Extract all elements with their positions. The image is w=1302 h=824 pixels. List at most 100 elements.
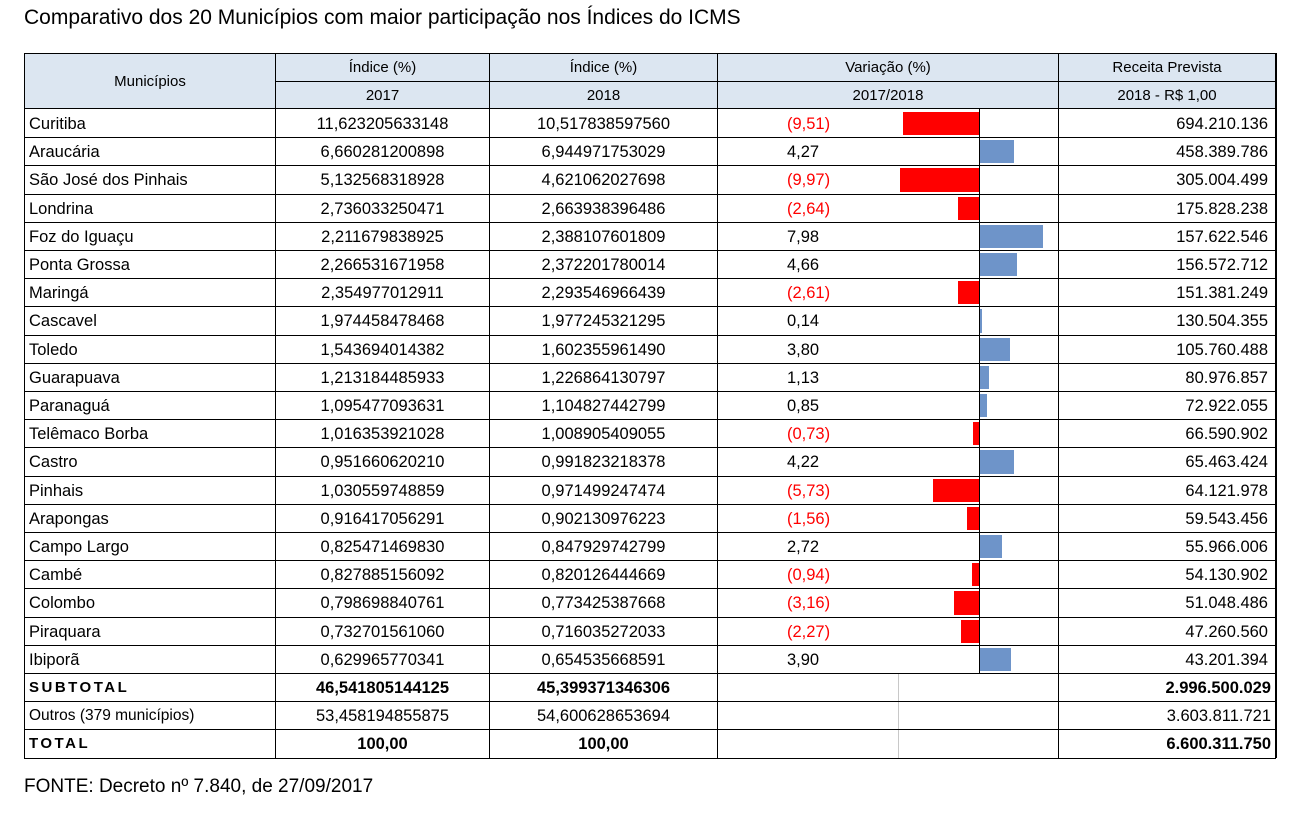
variation-value: 4,66 [787, 256, 820, 274]
municipio-name: Arapongas [29, 509, 109, 528]
municipio-name: Cambé [29, 566, 83, 585]
indice-2018: 0,654535668591 [541, 650, 666, 669]
row-line [24, 701, 1276, 703]
header-receita-top: Receita Prevista [1059, 54, 1275, 81]
col-line-1 [275, 53, 276, 758]
municipio-name: Guarapuava [29, 368, 120, 387]
indice-2018: 0,971499247474 [541, 481, 666, 500]
source-note: FONTE: Decreto nº 7.840, de 27/09/2017 [24, 776, 374, 797]
receita-prevista: 105.760.488 [1176, 340, 1268, 359]
municipio-name: Ibiporã [29, 650, 80, 669]
row-line [24, 306, 1276, 308]
variation-bar [971, 563, 979, 587]
receita-prevista: 72.922.055 [1185, 397, 1268, 415]
municipio-name: Ponta Grossa [29, 256, 130, 274]
row-line [24, 391, 1276, 392]
indice-2017: 0,827885156092 [320, 566, 445, 585]
variation-value: (1,56) [787, 509, 831, 528]
variation-bar [958, 196, 979, 220]
indice-2018: 0,847929742799 [541, 538, 666, 556]
outros-indice-2018: 54,600628653694 [536, 707, 671, 726]
municipio-name: Araucária [29, 143, 100, 162]
receita-prevista: 157.622.546 [1176, 227, 1268, 246]
row-line [24, 137, 1276, 139]
indice-2018: 0,773425387668 [541, 594, 666, 613]
indice-2018: 1,104827442799 [541, 397, 666, 415]
variation-value: 1,13 [787, 368, 820, 387]
indice-2018: 1,977245321295 [541, 312, 666, 331]
receita-prevista: 151.381.249 [1176, 284, 1268, 303]
row-line [24, 193, 1276, 195]
header-indice-2017-top: Índice (%) [276, 54, 489, 81]
indice-2018: 4,621062027698 [541, 171, 666, 190]
indice-2017: 6,660281200898 [320, 143, 445, 162]
indice-2018: 2,293546966439 [541, 284, 666, 303]
receita-prevista: 80.976.857 [1185, 368, 1268, 387]
receita-prevista: 694.210.136 [1176, 115, 1268, 133]
indice-2018: 2,372201780014 [541, 256, 666, 274]
indice-2017: 0,916417056291 [320, 509, 445, 528]
variation-value: (3,16) [787, 594, 831, 613]
indice-2018: 0,820126444669 [541, 566, 666, 585]
header-bottom-line [24, 108, 1276, 109]
variation-bar [980, 450, 1014, 474]
variation-bar [953, 591, 979, 615]
row-line [24, 757, 1276, 759]
variation-value: 4,22 [787, 453, 820, 472]
variation-value: 3,80 [787, 340, 820, 359]
indice-2017: 0,629965770341 [320, 650, 445, 669]
outros-receita: 3.603.811.721 [1166, 707, 1271, 726]
receita-prevista: 64.121.978 [1185, 481, 1268, 500]
table-border-left [24, 53, 25, 758]
indice-2017: 5,132568318928 [320, 171, 445, 190]
municipio-name: Pinhais [29, 481, 84, 500]
municipio-name: Campo Largo [29, 538, 129, 556]
receita-prevista: 305.004.499 [1176, 171, 1268, 190]
variation-bar [980, 253, 1018, 277]
receita-prevista: 43.201.394 [1185, 650, 1268, 669]
row-line [24, 419, 1276, 421]
variation-bar [980, 140, 1014, 164]
col-line-2 [489, 53, 490, 758]
variation-bar [980, 647, 1011, 671]
receita-prevista: 66.590.902 [1185, 425, 1268, 444]
row-line [24, 588, 1276, 590]
municipio-name: São José dos Pinhais [29, 171, 188, 190]
indice-2017: 1,095477093631 [320, 397, 445, 415]
indice-2017: 0,732701561060 [320, 622, 445, 641]
row-line [24, 447, 1276, 449]
row-line [24, 165, 1276, 167]
variation-value: (0,94) [787, 566, 831, 585]
receita-prevista: 130.504.355 [1176, 312, 1268, 331]
header-receita-bottom: 2018 - R$ 1,00 [1059, 82, 1275, 108]
variation-value: (2,61) [787, 284, 831, 303]
total-receita: 6.600.311.750 [1166, 735, 1271, 754]
variation-value: (9,51) [787, 115, 831, 133]
indice-2017: 11,623205633148 [316, 115, 449, 133]
variation-value: (5,73) [787, 481, 831, 500]
receita-prevista: 55.966.006 [1185, 538, 1268, 556]
outros-label: Outros (379 municípios) [29, 707, 195, 725]
row-line [24, 616, 1276, 618]
municipio-name: Curitiba [29, 115, 86, 133]
municipio-name: Londrina [29, 199, 94, 218]
indice-2017: 2,211679838925 [321, 227, 444, 246]
municipio-name: Telêmaco Borba [29, 425, 149, 444]
variation-value: 3,90 [787, 650, 820, 669]
page-title: Comparativo dos 20 Municípios com maior … [24, 6, 741, 29]
indice-2018: 2,663938396486 [541, 199, 666, 218]
variation-bar [933, 478, 979, 502]
table-border-top [24, 53, 1276, 54]
header-variacao-top: Variação (%) [718, 54, 1058, 81]
row-line [24, 673, 1276, 674]
indice-2017: 0,798698840761 [320, 594, 445, 613]
indice-2017: 2,266531671958 [320, 256, 445, 274]
variation-bar [966, 506, 979, 530]
subtotal-label: SUBTOTAL [29, 679, 130, 696]
row-line [24, 532, 1276, 533]
indice-2018: 2,388107601809 [541, 227, 666, 246]
subtotal-indice-2018: 45,399371346306 [536, 679, 671, 697]
variation-bar [958, 281, 979, 305]
indice-2018: 6,944971753029 [541, 143, 666, 162]
receita-prevista: 156.572.712 [1176, 256, 1268, 274]
